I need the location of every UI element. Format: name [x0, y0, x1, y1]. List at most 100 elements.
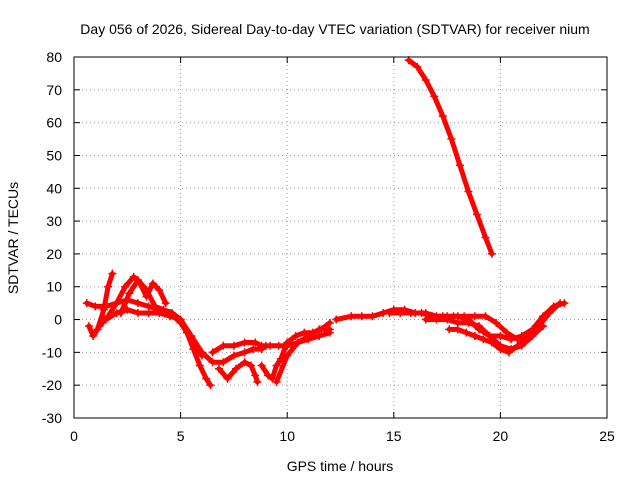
data-point [155, 286, 164, 295]
data-point [208, 348, 217, 357]
data-point [283, 351, 292, 360]
data-point [462, 328, 471, 337]
data-point [251, 371, 260, 380]
data-point [545, 308, 554, 317]
data-point [368, 312, 377, 321]
y-tick-label: 20 [46, 246, 62, 262]
data-point [504, 348, 513, 357]
data-point [479, 335, 488, 344]
x-tick-label: 5 [177, 428, 185, 444]
data-point [161, 299, 170, 308]
data-point [464, 187, 473, 196]
data-point [129, 272, 138, 281]
x-tick-label: 0 [70, 428, 78, 444]
data-point [357, 312, 366, 321]
data-point [274, 341, 283, 350]
data-point [116, 308, 125, 317]
data-point [268, 374, 277, 383]
data-point [487, 338, 496, 347]
data-point [496, 331, 505, 340]
data-point [496, 345, 505, 354]
data-point [214, 364, 223, 373]
data-point [291, 331, 300, 340]
data-point [112, 299, 121, 308]
y-tick-label: 70 [46, 82, 62, 98]
data-point [472, 210, 481, 219]
data-point [82, 299, 91, 308]
data-point [89, 331, 98, 340]
series-line-track-13 [446, 326, 529, 355]
y-tick-label: -20 [42, 377, 62, 393]
y-tick-label: 80 [46, 49, 62, 65]
data-point [404, 56, 413, 65]
data-point [246, 361, 255, 370]
data-point [443, 315, 452, 324]
data-point [455, 161, 464, 170]
data-point [121, 282, 130, 291]
data-point [325, 325, 334, 334]
data-point [332, 315, 341, 324]
grid [74, 57, 607, 418]
data-point [502, 328, 511, 337]
y-tick-label: 50 [46, 147, 62, 163]
data-point [417, 308, 426, 317]
data-point [272, 361, 281, 370]
data-point [528, 331, 537, 340]
data-point [104, 282, 113, 291]
data-point [133, 308, 142, 317]
data-point [556, 299, 565, 308]
y-axis-title: SDTVAR / TECUs [5, 182, 21, 294]
data-point [189, 345, 198, 354]
data-point [257, 361, 266, 370]
data-point [251, 338, 260, 347]
data-point [453, 325, 462, 334]
data-point [232, 364, 241, 373]
data-point [470, 312, 479, 321]
data-point [421, 315, 430, 324]
data-point [470, 331, 479, 340]
data-point [481, 233, 490, 242]
data-point [396, 308, 405, 317]
y-tick-label: 30 [46, 213, 62, 229]
data-point [95, 322, 104, 331]
chart-title: Day 056 of 2026, Sidereal Day-to-day VTE… [80, 21, 589, 37]
data-point [240, 358, 249, 367]
data-point [229, 341, 238, 350]
data-point [475, 322, 484, 331]
data-point [485, 331, 494, 340]
x-tick-label: 20 [493, 428, 509, 444]
data-point [347, 312, 356, 321]
data-point [481, 312, 490, 321]
data-point [264, 371, 273, 380]
data-point [315, 325, 324, 334]
plot-border [73, 56, 608, 419]
data-point [492, 318, 501, 327]
data-point [539, 322, 548, 331]
x-tick-label: 15 [386, 428, 402, 444]
data-point [144, 308, 153, 317]
data-point [142, 286, 151, 295]
data-point [168, 308, 177, 317]
y-tick-label: 0 [54, 312, 62, 328]
data-point [283, 338, 292, 347]
x-axis-ticks: 0 5 10 15 20 25 [70, 57, 615, 444]
data-point [447, 135, 456, 144]
data-point [133, 299, 142, 308]
data-point [430, 92, 439, 101]
data-point [223, 374, 232, 383]
data-point [101, 315, 110, 324]
data-point [266, 341, 275, 350]
data-point [133, 276, 142, 285]
data-point [148, 279, 157, 288]
data-point [513, 341, 522, 350]
data-point [240, 338, 249, 347]
data-point [253, 377, 262, 386]
data-point [521, 335, 530, 344]
y-axis-ticks: -30 -20 -10 0 10 20 30 40 50 60 70 80 [42, 49, 607, 426]
data-point [385, 308, 394, 317]
y-tick-label: 40 [46, 180, 62, 196]
data-point [187, 331, 196, 340]
y-tick-label: -30 [42, 410, 62, 426]
